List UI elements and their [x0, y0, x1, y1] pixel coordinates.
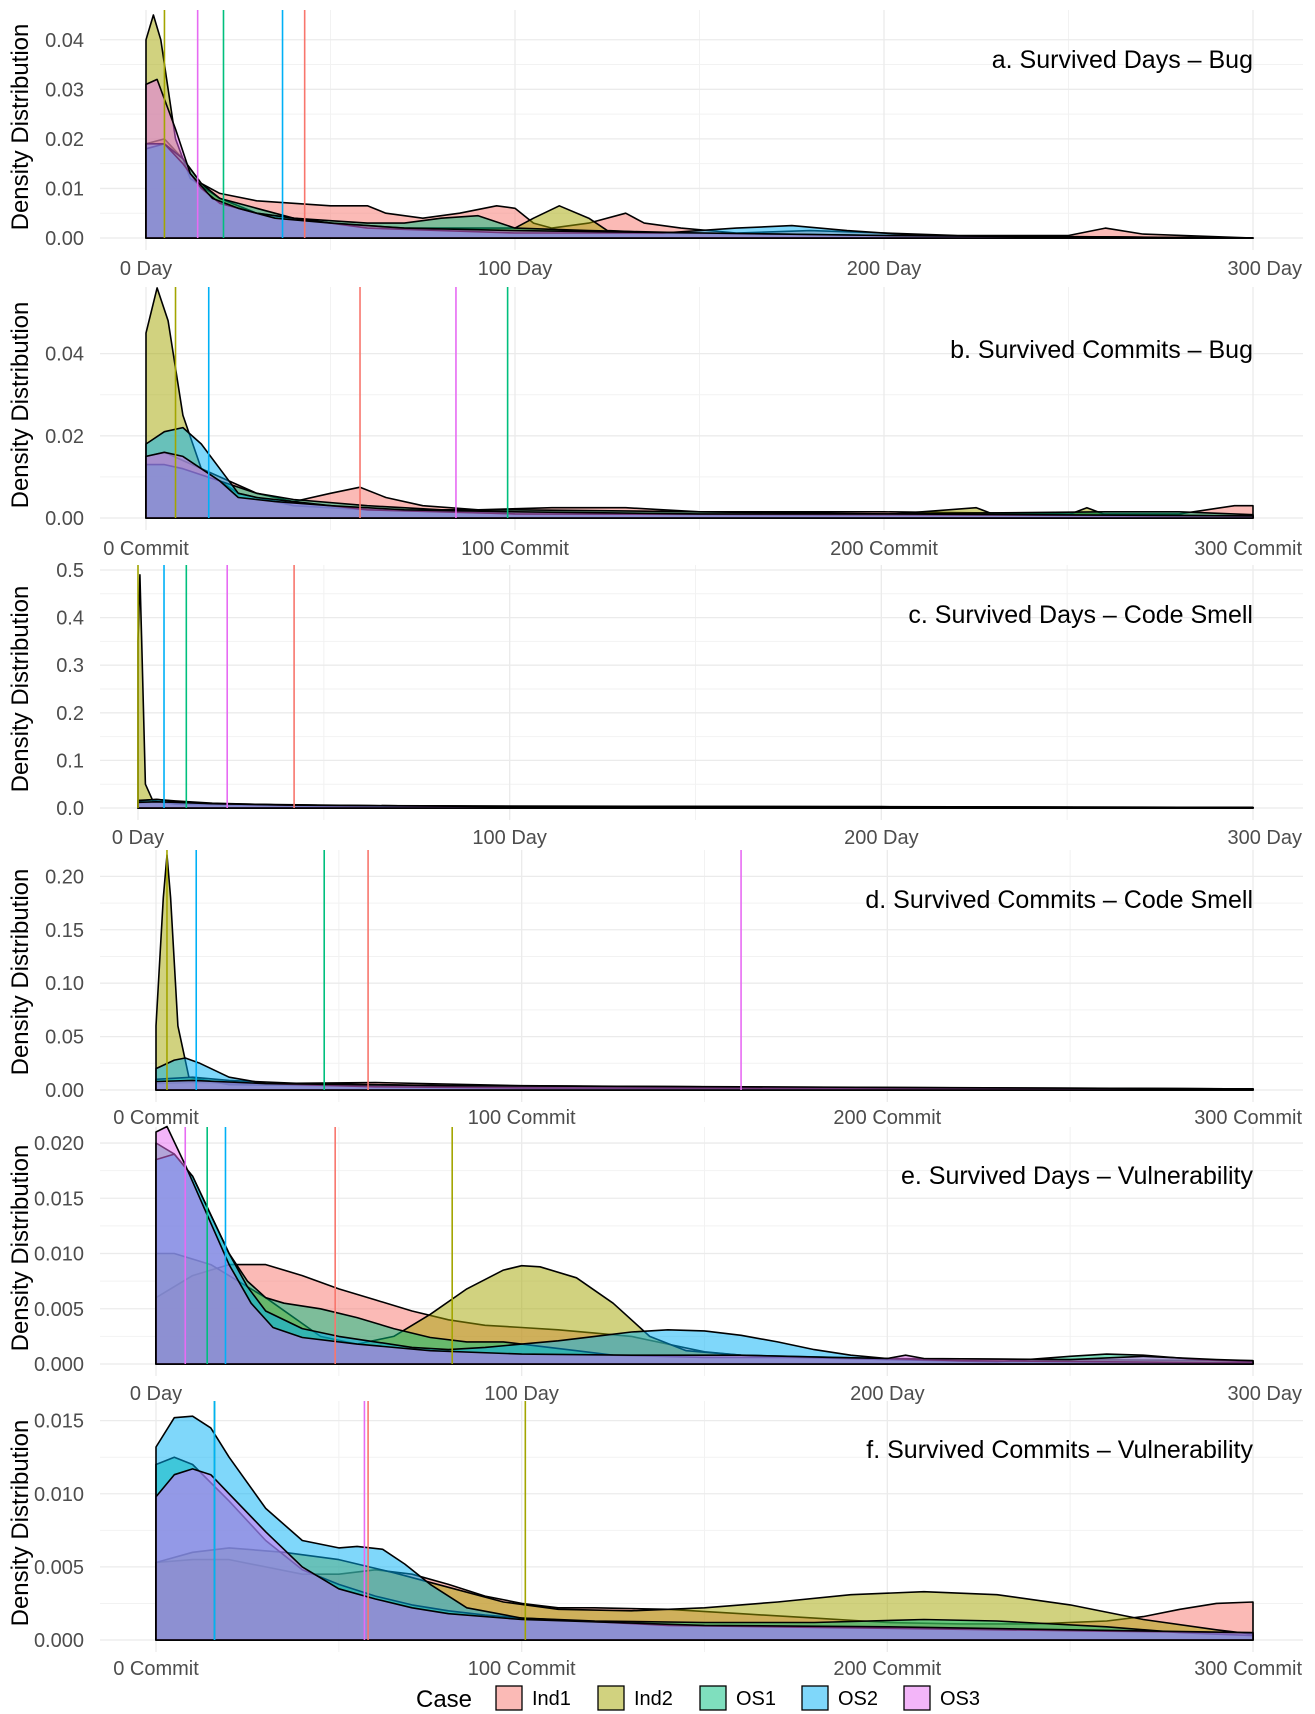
y-axis-label: Density Distribution — [7, 1145, 34, 1352]
x-tick-label: 300 Commit — [1194, 538, 1302, 560]
y-tick-label: 0.000 — [34, 1630, 84, 1652]
panel-title: d. Survived Commits – Code Smell — [865, 886, 1253, 914]
x-tick-label: 300 Day — [1228, 1383, 1303, 1405]
y-tick-label: 0.03 — [45, 79, 84, 101]
y-tick-label: 0.15 — [45, 920, 84, 942]
y-tick-label: 0.00 — [45, 508, 84, 530]
x-tick-label: 300 Day — [1228, 827, 1303, 849]
x-tick-label: 100 Day — [472, 827, 547, 849]
y-tick-label: 0.000 — [34, 1354, 84, 1376]
y-tick-label: 0.02 — [45, 129, 84, 151]
panel-b: 0.00 0.02 0.04 0 Commit 100 Commit 200 Commit… — [7, 287, 1303, 560]
x-tick-label: 200 Commit — [833, 1658, 941, 1680]
panel-title: f. Survived Commits – Vulnerability — [866, 1436, 1253, 1464]
y-tick-label: 0.10 — [45, 973, 84, 995]
y-tick-label: 0.005 — [34, 1299, 84, 1321]
y-tick-label: 0.00 — [45, 1080, 84, 1102]
legend-label: Ind2 — [634, 1688, 673, 1710]
x-tick-label: 100 Day — [484, 1383, 559, 1405]
y-tick-label: 0.020 — [34, 1133, 84, 1155]
y-tick-label: 0.2 — [56, 703, 84, 725]
legend-title: Case — [416, 1686, 472, 1713]
y-tick-label: 0.1 — [56, 750, 84, 772]
x-tick-label: 100 Day — [478, 258, 553, 280]
panel-c: 0.0 0.1 0.2 0.3 0.4 0.5 0 Day 100 Day 200 Day 300… — [7, 560, 1303, 849]
x-tick-label: 100 Commit — [468, 1658, 576, 1680]
x-tick-label: 0 Commit — [113, 1107, 199, 1129]
x-tick-label: 0 Day — [112, 827, 164, 849]
y-tick-label: 0.5 — [56, 560, 84, 582]
x-tick-label: 300 Commit — [1194, 1658, 1302, 1680]
legend: Case Ind1 Ind2 OS1 OS2 OS3 — [416, 1685, 980, 1713]
y-tick-label: 0.015 — [34, 1411, 84, 1433]
panel-title: c. Survived Days – Code Smell — [908, 601, 1253, 629]
panel-d: 0.00 0.05 0.10 0.15 0.20 0 Commit 100 Commit 20… — [7, 850, 1303, 1129]
y-tick-label: 0.00 — [45, 228, 84, 250]
x-tick-label: 0 Day — [120, 258, 172, 280]
panel-e: 0.000 0.005 0.010 0.015 0.020 0 Day 100 Day 200… — [7, 1125, 1303, 1405]
x-tick-label: 200 Day — [847, 258, 922, 280]
y-tick-label: 0.010 — [34, 1484, 84, 1506]
x-tick-label: 200 Commit — [833, 1107, 941, 1129]
y-tick-label: 0.01 — [45, 178, 84, 200]
y-tick-label: 0.05 — [45, 1027, 84, 1049]
density-area-os3 — [155, 1468, 1254, 1641]
y-tick-label: 0.02 — [45, 426, 84, 448]
x-tick-label: 0 Commit — [103, 538, 189, 560]
x-tick-label: 100 Commit — [461, 538, 569, 560]
legend-key — [699, 1685, 727, 1711]
legend-item-ind1: Ind1 — [495, 1685, 571, 1711]
y-axis-label: Density Distribution — [7, 302, 34, 509]
legend-key — [597, 1685, 625, 1711]
density-area-os3 — [145, 78, 1254, 239]
y-axis-label: Density Distribution — [7, 1420, 34, 1627]
legend-label: OS2 — [838, 1688, 878, 1710]
x-tick-label: 300 Day — [1228, 258, 1303, 280]
y-axis-label: Density Distribution — [7, 586, 34, 793]
x-tick-label: 100 Commit — [468, 1107, 576, 1129]
y-tick-label: 0.04 — [45, 344, 84, 366]
panel-f: 0.000 0.005 0.010 0.015 0 Commit 100 Commit 20… — [7, 1401, 1303, 1680]
x-tick-label: 200 Commit — [830, 538, 938, 560]
legend-key — [495, 1685, 523, 1711]
legend-item-os1: OS1 — [699, 1685, 776, 1711]
y-tick-label: 0.20 — [45, 866, 84, 888]
density-area-os3 — [155, 1125, 1254, 1365]
density-area-os3 — [145, 451, 1254, 519]
y-tick-label: 0.3 — [56, 655, 84, 677]
y-tick-label: 0.4 — [56, 608, 84, 630]
y-tick-label: 0.0 — [56, 798, 84, 820]
y-tick-label: 0.010 — [34, 1244, 84, 1266]
density-area-os3 — [137, 801, 1254, 809]
x-tick-label: 200 Day — [844, 827, 919, 849]
x-tick-label: 300 Commit — [1194, 1107, 1302, 1129]
panel-title: b. Survived Commits – Bug — [950, 336, 1253, 364]
y-tick-label: 0.015 — [34, 1188, 84, 1210]
density-area-os3 — [155, 1079, 1254, 1091]
legend-item-os3: OS3 — [903, 1685, 980, 1711]
panel-a: 0.00 0.01 0.02 0.03 0.04 0 Day 100 Day 200 Day 3… — [7, 10, 1303, 280]
legend-item-ind2: Ind2 — [597, 1685, 673, 1711]
panel-title: e. Survived Days – Vulnerability — [901, 1162, 1254, 1190]
x-tick-label: 0 Commit — [113, 1658, 199, 1680]
panel-title: a. Survived Days – Bug — [992, 46, 1253, 74]
y-tick-label: 0.005 — [34, 1557, 84, 1579]
legend-label: OS1 — [736, 1688, 776, 1710]
x-tick-label: 200 Day — [850, 1383, 925, 1405]
legend-key — [903, 1685, 931, 1711]
y-tick-label: 0.04 — [45, 30, 84, 52]
legend-label: Ind1 — [532, 1688, 571, 1710]
y-axis-label: Density Distribution — [7, 24, 34, 231]
legend-key — [801, 1685, 829, 1711]
y-axis-label: Density Distribution — [7, 869, 34, 1076]
legend-item-os2: OS2 — [801, 1685, 878, 1711]
x-tick-label: 0 Day — [130, 1383, 182, 1405]
legend-label: OS3 — [940, 1688, 980, 1710]
